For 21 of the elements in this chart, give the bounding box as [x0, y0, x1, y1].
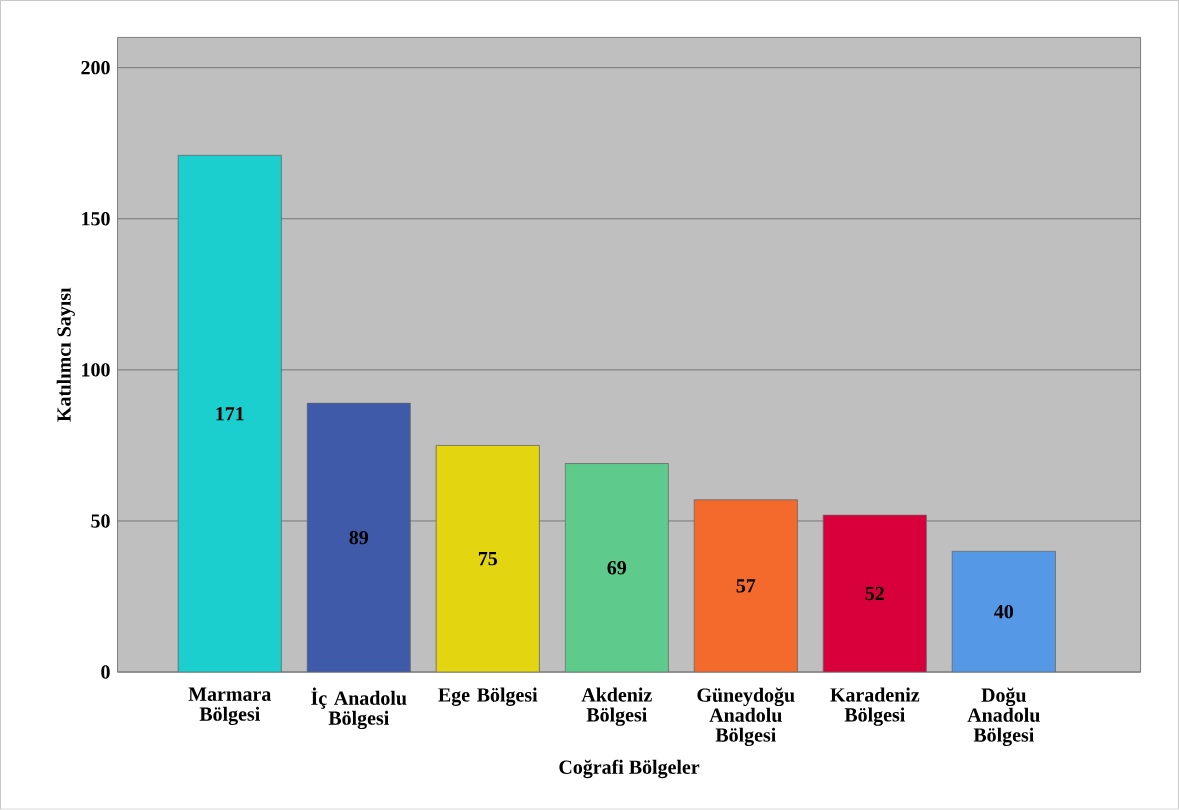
y-tick-label: 0 [101, 665, 110, 679]
y-tick-label: 50 [91, 514, 110, 528]
data-label: 69 [607, 561, 627, 575]
y-tick-label: 200 [81, 61, 110, 75]
data-label: 75 [478, 552, 498, 566]
x-tick-label: İç Anadolu Bölgesi [311, 687, 407, 730]
y-tick-label: 100 [82, 363, 110, 377]
x-tick-label: Güneydoğu Anadolu Bölgesi [697, 687, 795, 747]
x-tick-label: Marmara Bölgesi [188, 687, 271, 726]
x-tick-label: Doğu Anadolu Bölgesi [967, 687, 1040, 747]
y-axis-title: Katılımcı Sayısı [56, 287, 75, 422]
y-tick-label: 150 [82, 212, 110, 226]
data-label: 57 [736, 579, 756, 593]
data-label: 89 [349, 531, 369, 545]
x-axis-title: Coğrafi Bölgeler [559, 759, 700, 779]
data-label: 52 [865, 586, 884, 601]
x-tick-label: Ege Bölgesi [438, 687, 538, 707]
data-label: 171 [216, 407, 244, 421]
data-label: 40 [994, 605, 1014, 619]
x-tick-label: Karadeniz Bölgesi [830, 687, 920, 727]
x-tick-label: Akdeniz Bölgesi [581, 687, 652, 727]
